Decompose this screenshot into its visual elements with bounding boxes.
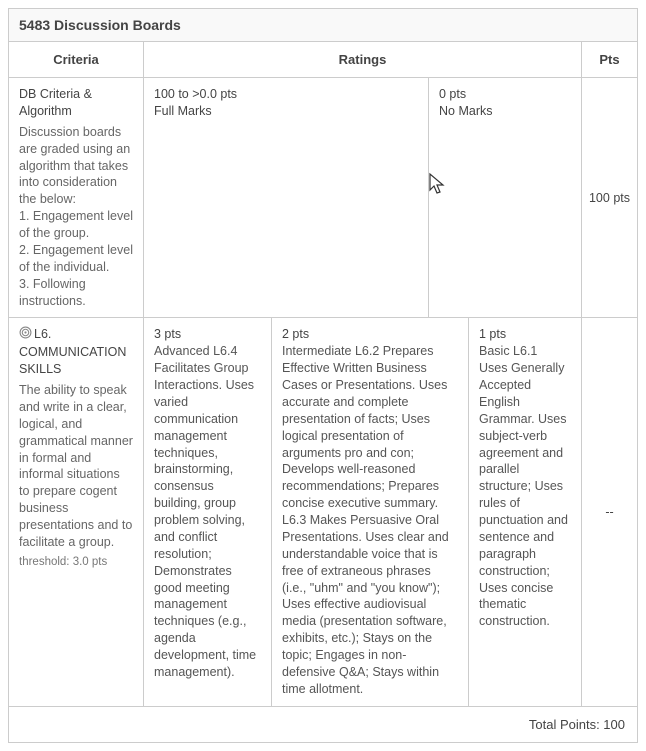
criteria-title-text: DB Criteria & Algorithm: [19, 87, 92, 118]
rating-column: 3 ptsAdvanced L6.4 Facilitates Group Int…: [144, 318, 272, 705]
criteria-title-text: L6. COMMUNICATION SKILLS: [19, 327, 126, 376]
rubric-title: 5483 Discussion Boards: [9, 9, 637, 42]
rating-points: 0 pts: [439, 86, 569, 103]
rating-label: Full Marks: [154, 103, 418, 120]
total-points: Total Points: 100: [9, 707, 637, 742]
header-pts: Pts: [582, 42, 637, 77]
criteria-cell: L6. COMMUNICATION SKILLS The ability to s…: [9, 318, 144, 705]
outcome-target-icon: [19, 326, 32, 344]
criteria-title: L6. COMMUNICATION SKILLS: [19, 326, 133, 378]
header-ratings: Ratings: [144, 42, 582, 77]
rating-column: 2 ptsIntermediate L6.2 Prepares Effectiv…: [272, 318, 469, 705]
rubric-row: L6. COMMUNICATION SKILLS The ability to s…: [9, 318, 637, 706]
criteria-title: DB Criteria & Algorithm: [19, 86, 133, 120]
criteria-description: Discussion boards are graded using an al…: [19, 124, 133, 310]
rubric-container: 5483 Discussion Boards Criteria Ratings …: [8, 8, 638, 743]
rating-points: 3 pts: [154, 326, 261, 343]
rating-column: 1 ptsBasic L6.1 Uses Generally Accepted …: [469, 318, 579, 705]
rating-description: Basic L6.1 Uses Generally Accepted Engli…: [479, 343, 569, 630]
criteria-description: The ability to speak and write in a clea…: [19, 382, 133, 551]
ratings-cell: 100 to >0.0 ptsFull Marks0 ptsNo Marks: [144, 78, 582, 317]
ratings-cell: 3 ptsAdvanced L6.4 Facilitates Group Int…: [144, 318, 582, 705]
rating-description: Advanced L6.4 Facilitates Group Interact…: [154, 343, 261, 681]
header-row: Criteria Ratings Pts: [9, 42, 637, 78]
rating-points: 100 to >0.0 pts: [154, 86, 418, 103]
criteria-cell: DB Criteria & Algorithm Discussion boards…: [9, 78, 144, 317]
rating-label: No Marks: [439, 103, 569, 120]
rating-description: Intermediate L6.2 Prepares Effective Wri…: [282, 343, 458, 697]
rubric-rows: DB Criteria & Algorithm Discussion boards…: [9, 78, 637, 707]
rubric-row: DB Criteria & Algorithm Discussion boards…: [9, 78, 637, 318]
points-cell: --: [582, 318, 637, 705]
criteria-threshold: threshold: 3.0 pts: [19, 555, 133, 571]
rating-column: 100 to >0.0 ptsFull Marks: [144, 78, 429, 317]
rating-column: 0 ptsNo Marks: [429, 78, 579, 317]
points-cell: 100 pts: [582, 78, 637, 317]
rating-points: 1 pts: [479, 326, 569, 343]
rating-points: 2 pts: [282, 326, 458, 343]
header-criteria: Criteria: [9, 42, 144, 77]
